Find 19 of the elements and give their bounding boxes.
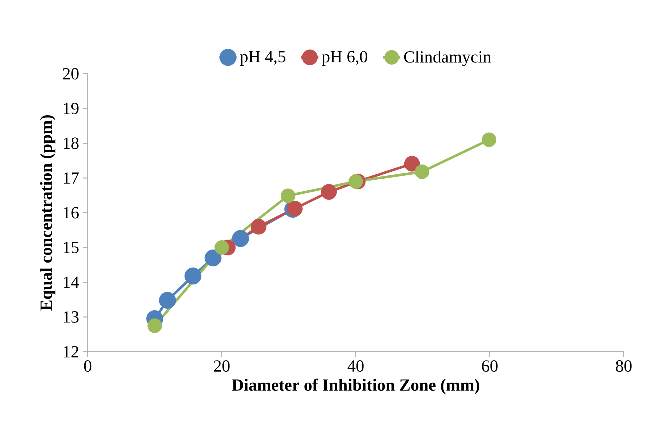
y-axis-title: Equal concentration (ppm) [40,116,56,311]
legend-label: Clindamycin [404,50,492,66]
x-tick-label: 40 [348,360,364,372]
y-tick-label: 16 [64,207,79,219]
y-tick-label: 17 [64,172,79,184]
x-tick-label: 0 [84,360,92,372]
y-tick-label: 15 [64,242,79,254]
x-tick-label: 80 [616,360,632,372]
x-tick-label: 60 [482,360,498,372]
x-tick-label: 20 [214,360,230,372]
y-tick-label: 19 [64,103,79,114]
y-tick-label: 20 [63,68,79,80]
y-tick-label: 13 [64,312,79,323]
y-tick-label: 14 [64,276,80,288]
x-axis-title: Diameter of Inhibition Zone (mm) [232,378,480,394]
legend-label: pH 6,0 [322,51,368,66]
y-tick-label: 18 [64,138,79,150]
legend-label: pH 4,5 [240,51,286,66]
y-tick-label: 12 [64,346,79,358]
